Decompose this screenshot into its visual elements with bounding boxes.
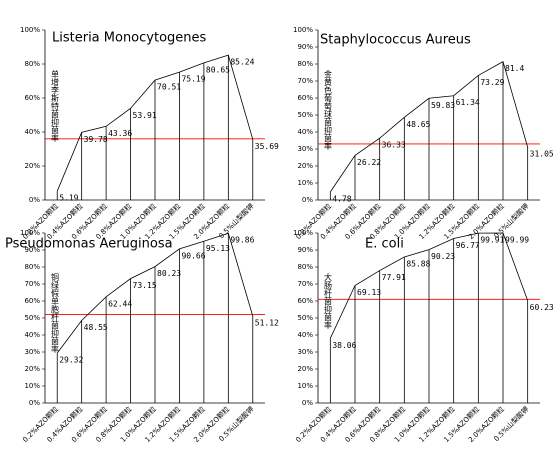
y-tick-label: 50% bbox=[297, 314, 313, 322]
y-tick-label: 60% bbox=[24, 94, 40, 102]
chart-title: Listeria Monocytogenes bbox=[52, 31, 207, 46]
data-label: 4.78 bbox=[332, 194, 351, 203]
y-axis-label: 铜绿假单胞杆菌抑菌率 bbox=[51, 272, 60, 354]
y-tick-label: 20% bbox=[24, 162, 40, 170]
y-tick-label: 10% bbox=[24, 382, 40, 390]
y-tick-label: 90% bbox=[297, 43, 313, 51]
data-label: 73.29 bbox=[480, 78, 504, 87]
data-label: 69.13 bbox=[357, 288, 381, 297]
data-label: 85.88 bbox=[406, 260, 430, 269]
data-label: 48.55 bbox=[84, 323, 108, 332]
y-tick-label: 100% bbox=[20, 229, 40, 237]
y-tick-label: 20% bbox=[24, 365, 40, 373]
y-axis-label: 金黄色葡萄球菌抑菌率 bbox=[324, 69, 333, 151]
data-label: 38.06 bbox=[332, 341, 356, 350]
data-label: 36.33 bbox=[382, 141, 406, 150]
y-tick-label: 40% bbox=[24, 128, 40, 136]
y-tick-label: 100% bbox=[293, 229, 313, 237]
y-tick-label: 60% bbox=[24, 297, 40, 305]
y-tick-label: 0% bbox=[302, 196, 313, 204]
y-tick-label: 10% bbox=[297, 382, 313, 390]
data-label: 90.23 bbox=[431, 252, 455, 261]
data-label: 51.12 bbox=[255, 319, 279, 328]
data-label: 43.36 bbox=[108, 129, 132, 138]
y-tick-label: 0% bbox=[302, 399, 313, 407]
data-label: 35.69 bbox=[255, 142, 279, 151]
data-label: 73.15 bbox=[133, 281, 157, 290]
y-tick-label: 60% bbox=[297, 297, 313, 305]
data-label: 96.77 bbox=[456, 241, 480, 250]
data-label: 31.05 bbox=[530, 150, 554, 159]
data-label: 62.44 bbox=[108, 299, 132, 308]
data-label: 39.78 bbox=[84, 135, 108, 144]
y-tick-label: 80% bbox=[297, 60, 313, 68]
data-label: 99.86 bbox=[230, 236, 254, 245]
y-tick-label: 60% bbox=[297, 94, 313, 102]
chart-title: E. coli bbox=[365, 237, 404, 252]
data-label: 53.91 bbox=[133, 111, 157, 120]
y-tick-label: 70% bbox=[297, 280, 313, 288]
y-tick-label: 70% bbox=[24, 280, 40, 288]
data-label: 5.19 bbox=[59, 194, 78, 203]
data-label: 29.32 bbox=[59, 356, 83, 365]
y-tick-label: 0% bbox=[29, 399, 40, 407]
data-label: 26.22 bbox=[357, 158, 381, 167]
y-tick-label: 30% bbox=[24, 348, 40, 356]
y-tick-label: 0% bbox=[29, 196, 40, 204]
data-label: 75.19 bbox=[181, 75, 205, 84]
data-label: 85.24 bbox=[230, 58, 254, 67]
y-tick-label: 10% bbox=[297, 179, 313, 187]
data-label: 99.91 bbox=[480, 236, 504, 245]
data-label: 99.99 bbox=[505, 236, 529, 245]
data-label: 59.83 bbox=[431, 101, 455, 110]
y-tick-label: 40% bbox=[297, 331, 313, 339]
y-tick-label: 80% bbox=[297, 263, 313, 271]
y-tick-label: 80% bbox=[24, 263, 40, 271]
data-label: 48.65 bbox=[406, 120, 430, 129]
y-tick-label: 40% bbox=[24, 331, 40, 339]
data-label: 81.4 bbox=[505, 64, 524, 73]
data-label: 95.13 bbox=[206, 244, 230, 253]
y-axis-label: 单增李斯特菌抑菌率 bbox=[51, 69, 60, 143]
y-tick-label: 90% bbox=[24, 246, 40, 254]
y-tick-label: 100% bbox=[20, 26, 40, 34]
y-tick-label: 30% bbox=[297, 348, 313, 356]
data-label: 60.23 bbox=[530, 303, 554, 312]
y-tick-label: 100% bbox=[293, 26, 313, 34]
data-label: 61.34 bbox=[456, 98, 480, 107]
data-label: 80.65 bbox=[206, 65, 230, 74]
data-label: 77.91 bbox=[382, 273, 406, 282]
y-tick-label: 80% bbox=[24, 60, 40, 68]
y-tick-label: 30% bbox=[297, 145, 313, 153]
chart-title: Pseudomonas Aeruginosa bbox=[5, 237, 173, 252]
chart-title: Staphylococcus Aureus bbox=[320, 33, 471, 48]
y-tick-label: 50% bbox=[297, 111, 313, 119]
y-tick-label: 40% bbox=[297, 128, 313, 136]
y-tick-label: 70% bbox=[297, 77, 313, 85]
y-axis-label: 大肠杆菌抑菌率 bbox=[324, 272, 333, 330]
data-label: 70.51 bbox=[157, 83, 181, 92]
data-label: 80.23 bbox=[157, 269, 181, 278]
y-tick-label: 20% bbox=[297, 162, 313, 170]
y-tick-label: 20% bbox=[297, 365, 313, 373]
y-tick-label: 50% bbox=[24, 314, 40, 322]
data-label: 90.66 bbox=[181, 251, 205, 260]
y-tick-label: 90% bbox=[297, 246, 313, 254]
